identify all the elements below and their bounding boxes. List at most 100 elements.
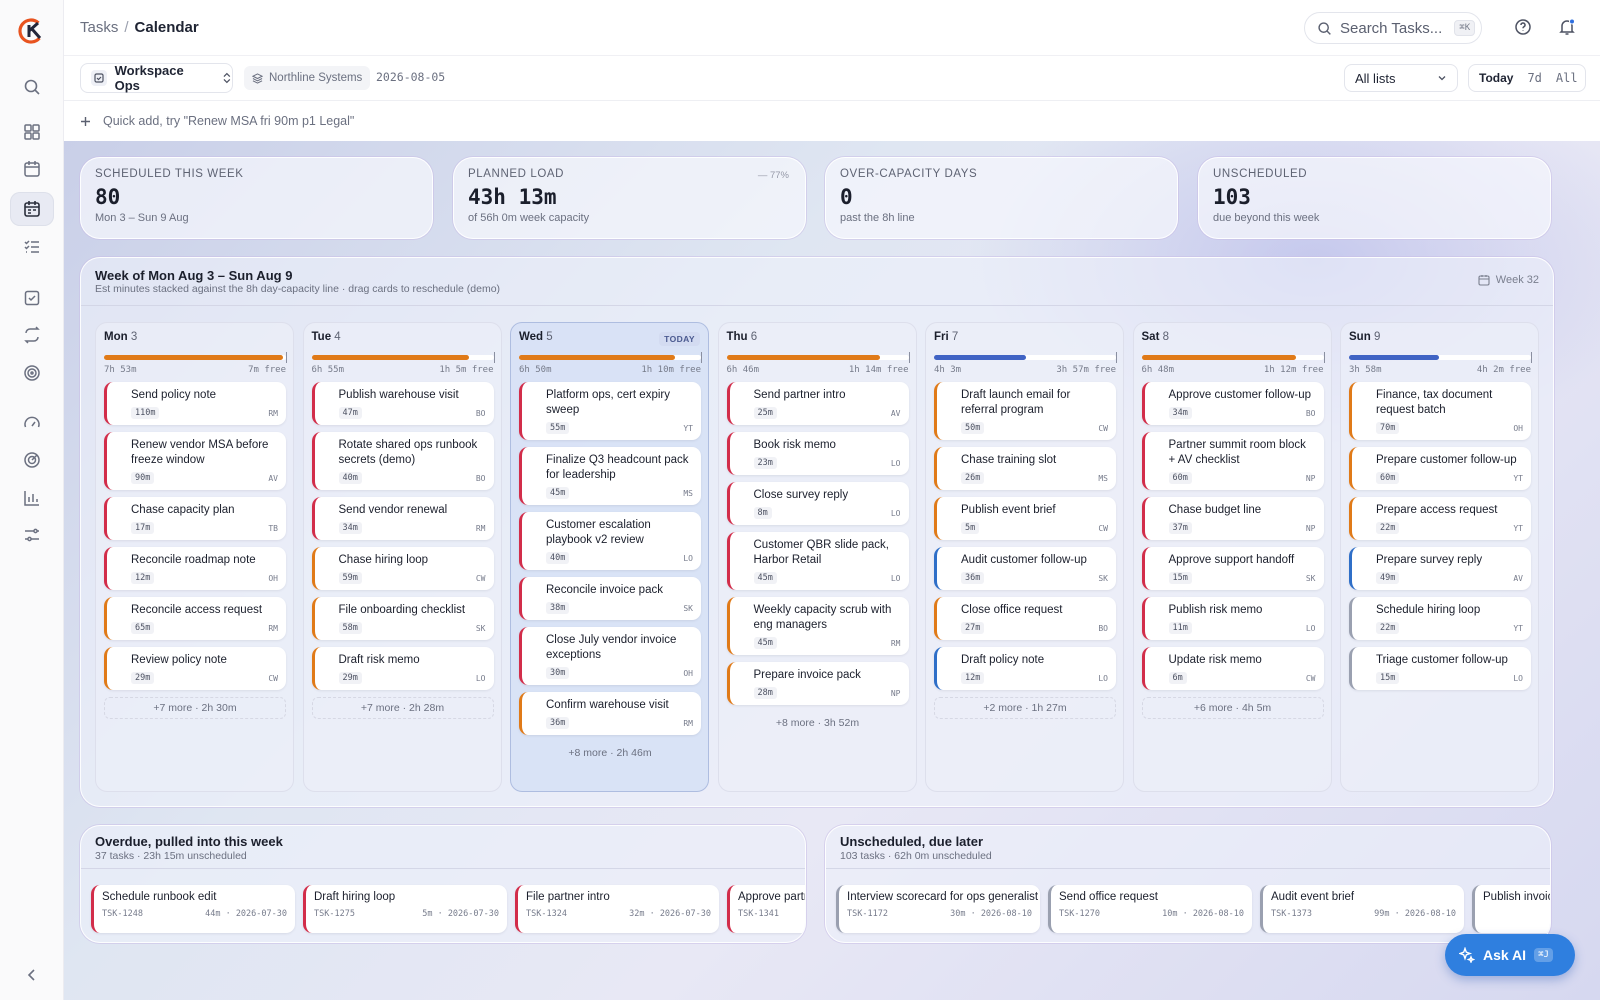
backlog-task-card[interactable]: Schedule runbook edit TSK-1248 44m · 2026-… bbox=[91, 885, 295, 933]
settings-sliders-icon[interactable] bbox=[10, 518, 54, 552]
task-card[interactable]: Renew vendor MSA before freeze window 90m… bbox=[104, 432, 286, 490]
task-card[interactable]: Close July vendor invoice exceptions 30m O… bbox=[519, 627, 701, 685]
task-card[interactable]: Send partner intro 25m AV bbox=[726, 382, 909, 425]
task-card[interactable]: Customer QBR slide pack, Harbor Retail 45… bbox=[726, 532, 909, 590]
backlog-task-card[interactable]: Interview scorecard for ops generalist TS… bbox=[836, 885, 1040, 933]
day-column-wed: Wed 5 TODAY 6h 50m 1h 10m free Platform ops,… bbox=[510, 322, 709, 792]
backlog-task-card[interactable]: Send office request TSK-1270 10m · 2026-08… bbox=[1048, 885, 1252, 933]
calendar-icon[interactable] bbox=[10, 152, 54, 186]
task-card[interactable]: Draft risk memo 29m LO bbox=[311, 647, 494, 690]
task-title: Approve support handoff bbox=[1168, 554, 1295, 566]
task-title: Chase training slot bbox=[961, 454, 1057, 466]
task-card[interactable]: Draft launch email for referral program 5… bbox=[934, 382, 1116, 440]
range-7d[interactable]: 7d bbox=[1527, 71, 1542, 85]
task-card[interactable]: Review policy note 29m CW bbox=[104, 647, 286, 690]
repeat-icon[interactable] bbox=[10, 318, 54, 352]
search-icon[interactable] bbox=[10, 70, 54, 104]
task-card[interactable]: Close survey reply 8m LO bbox=[726, 482, 909, 525]
workspace-selector[interactable]: Workspace Ops bbox=[80, 63, 233, 93]
more-tasks-link[interactable]: +2 more · 1h 27m bbox=[934, 697, 1116, 719]
task-card[interactable]: Prepare access request 22m YT bbox=[1349, 497, 1531, 540]
day-load: 6h 46m bbox=[726, 365, 760, 375]
list-filter-select[interactable]: All lists bbox=[1344, 64, 1458, 92]
task-card[interactable]: Customer escalation playbook v2 review 40… bbox=[519, 512, 701, 570]
task-card[interactable]: Chase training slot 26m MS bbox=[934, 447, 1116, 490]
task-title: Review policy note bbox=[131, 654, 227, 666]
more-tasks-link[interactable]: +7 more · 2h 28m bbox=[311, 697, 494, 719]
quick-add-bar[interactable]: Quick add, try "Renew MSA fri 90m p1 Leg… bbox=[64, 101, 1600, 141]
task-card[interactable]: Update risk memo 6m CW bbox=[1141, 647, 1324, 690]
task-card[interactable]: Book risk memo 23m LO bbox=[726, 432, 909, 475]
range-today[interactable]: Today bbox=[1479, 71, 1514, 85]
task-card[interactable]: Prepare invoice pack 28m NP bbox=[726, 662, 909, 705]
task-card[interactable]: Publish warehouse visit 47m BO bbox=[311, 382, 494, 425]
task-meta: 34m BO bbox=[1168, 407, 1316, 419]
target-icon[interactable] bbox=[10, 356, 54, 390]
search-box[interactable]: Search Tasks... ⌘K bbox=[1304, 12, 1482, 44]
task-card[interactable]: Prepare customer follow-up 60m YT bbox=[1349, 447, 1531, 490]
task-card[interactable]: Approve support handoff 15m SK bbox=[1141, 547, 1324, 590]
task-meta: 28m NP bbox=[753, 687, 901, 699]
task-card[interactable]: Send vendor renewal 34m RM bbox=[311, 497, 494, 540]
day-name: Sat bbox=[1141, 331, 1160, 343]
org-badge[interactable]: Northline Systems bbox=[244, 66, 371, 90]
task-card[interactable]: Chase budget line 37m NP bbox=[1141, 497, 1324, 540]
ask-ai-button[interactable]: Ask AI ⌘J bbox=[1445, 934, 1575, 976]
bar-chart-icon[interactable] bbox=[10, 481, 54, 515]
task-card[interactable]: Reconcile invoice pack 38m SK bbox=[519, 577, 701, 620]
backlog-task-card[interactable]: File partner intro TSK-1324 32m · 2026-07-… bbox=[515, 885, 719, 933]
gauge-icon[interactable] bbox=[10, 406, 54, 440]
task-card[interactable]: Triage customer follow-up 15m LO bbox=[1349, 647, 1531, 690]
backlog-task-card[interactable]: Audit event brief TSK-1373 99m · 2026-08-1… bbox=[1260, 885, 1464, 933]
task-title: Reconcile invoice pack bbox=[546, 584, 663, 596]
task-card[interactable]: Publish risk memo 11m LO bbox=[1141, 597, 1324, 640]
task-title: Close office request bbox=[961, 604, 1063, 616]
notifications-bell-icon[interactable] bbox=[1558, 18, 1576, 36]
capacity-bar bbox=[1141, 352, 1325, 363]
calendar-tasks-icon[interactable] bbox=[10, 192, 54, 226]
task-card[interactable]: Chase hiring loop 59m CW bbox=[311, 547, 494, 590]
task-card[interactable]: Finance, tax document request batch 70m OH bbox=[1349, 382, 1531, 440]
task-card[interactable]: Draft policy note 12m LO bbox=[934, 647, 1116, 690]
help-icon[interactable] bbox=[1514, 18, 1532, 36]
task-title: Customer escalation playbook v2 review bbox=[546, 519, 651, 546]
task-card-list: Send partner intro 25m AV Book risk memo 23m… bbox=[726, 382, 909, 734]
task-card[interactable]: Chase capacity plan 17m TB bbox=[104, 497, 286, 540]
backlog-task-card[interactable]: Publish invoice bbox=[1472, 885, 1550, 933]
task-card[interactable]: Publish event brief 5m CW bbox=[934, 497, 1116, 540]
task-duration: 38m bbox=[546, 602, 570, 614]
task-card[interactable]: Schedule hiring loop 22m YT bbox=[1349, 597, 1531, 640]
task-duration: 29m bbox=[131, 672, 155, 684]
capacity-bar bbox=[311, 352, 495, 363]
more-tasks-link[interactable]: +6 more · 4h 5m bbox=[1141, 697, 1324, 719]
task-card[interactable]: Platform ops, cert expiry sweep 55m YT bbox=[519, 382, 701, 440]
app-logo[interactable] bbox=[18, 17, 46, 45]
task-card[interactable]: Prepare survey reply 49m AV bbox=[1349, 547, 1531, 590]
task-card[interactable]: Reconcile access request 65m RM bbox=[104, 597, 286, 640]
range-all[interactable]: All bbox=[1555, 71, 1578, 85]
dashboard-icon[interactable] bbox=[10, 115, 54, 149]
backlog-task-card[interactable]: Approve partner TSK-1341 bbox=[727, 885, 805, 933]
task-card[interactable]: Close office request 27m BO bbox=[934, 597, 1116, 640]
task-card[interactable]: Audit customer follow-up 36m SK bbox=[934, 547, 1116, 590]
task-card[interactable]: Reconcile roadmap note 12m OH bbox=[104, 547, 286, 590]
assignee-initials: SK bbox=[1098, 573, 1108, 583]
task-card[interactable]: Confirm warehouse visit 36m RM bbox=[519, 692, 701, 735]
task-card[interactable]: Finalize Q3 headcount pack for leadershi… bbox=[519, 447, 701, 505]
task-card[interactable]: Approve customer follow-up 34m BO bbox=[1141, 382, 1324, 425]
more-tasks-link[interactable]: +7 more · 2h 30m bbox=[104, 697, 286, 719]
more-tasks-link[interactable]: +8 more · 3h 52m bbox=[775, 717, 860, 729]
task-card[interactable]: Partner summit room block + AV checklist… bbox=[1141, 432, 1324, 490]
checklist-icon[interactable] bbox=[10, 230, 54, 264]
breadcrumb-parent[interactable]: Tasks bbox=[80, 19, 119, 36]
radar-icon[interactable] bbox=[10, 443, 54, 477]
more-tasks-link[interactable]: +8 more · 2h 46m bbox=[568, 747, 652, 759]
task-duration: 6m bbox=[1168, 672, 1187, 684]
collapse-sidebar-icon[interactable] bbox=[10, 958, 54, 992]
task-card[interactable]: Send policy note 110m RM bbox=[104, 382, 286, 425]
task-card[interactable]: Weekly capacity scrub with eng managers 4… bbox=[726, 597, 909, 655]
backlog-task-card[interactable]: Draft hiring loop TSK-1275 5m · 2026-07-30 bbox=[303, 885, 507, 933]
task-check-icon[interactable] bbox=[10, 281, 54, 315]
task-card[interactable]: Rotate shared ops runbook secrets (demo)… bbox=[311, 432, 494, 490]
task-card[interactable]: File onboarding checklist 58m SK bbox=[311, 597, 494, 640]
